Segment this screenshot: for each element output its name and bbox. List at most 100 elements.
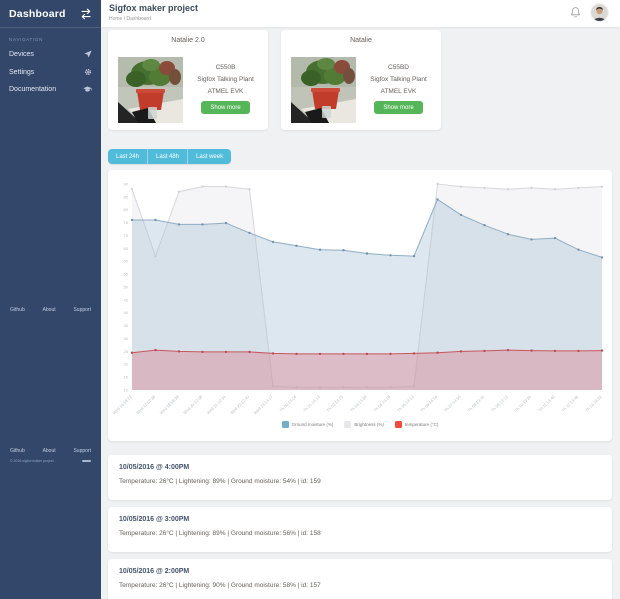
svg-text:Th 10:13:25: Th 10:13:25 (514, 394, 533, 413)
legend-item: temperature (°C) (394, 421, 439, 428)
device-photo (118, 57, 183, 123)
event-details: Temperature: 26°C | Lightening: 89% | Gr… (119, 478, 321, 485)
topbar-actions (570, 4, 608, 21)
device-photo (291, 57, 356, 123)
show-more-button[interactable]: Show more (201, 101, 250, 114)
sidebar-title: Dashboard (9, 7, 66, 20)
device-product: Sigfox Talking Plant (370, 76, 427, 83)
topbar: Sigfox maker project Home / Dashboard (101, 0, 620, 27)
sidebar-fineprint: © 2016 sigfox maker project (10, 459, 91, 463)
gear-icon (84, 68, 92, 76)
svg-text:70: 70 (124, 233, 129, 238)
svg-text:65: 65 (124, 246, 129, 251)
filter-last-24h-button[interactable]: Last 24h (108, 149, 147, 164)
svg-text:Th 02:13:23: Th 02:13:23 (326, 394, 345, 413)
event-card[interactable]: 10/05/2016 @ 3:00PM Temperature: 26°C | … (108, 507, 612, 552)
sidebar-item-label: Devices (9, 50, 34, 58)
sidebar-footer-bottom: Github About Support (0, 448, 101, 454)
avatar[interactable] (591, 4, 608, 21)
device-card: Natalie 2.0 C550B Sigfox Talking Plant A… (108, 30, 268, 130)
sidebar-footer-top: Github About Support (0, 307, 101, 313)
svg-text:20: 20 (124, 362, 129, 367)
show-more-button[interactable]: Show more (374, 101, 423, 114)
event-details: Temperature: 26°C | Lightening: 89% | Gr… (119, 530, 321, 537)
svg-text:25: 25 (124, 349, 129, 354)
legend-item: Brightness (%) (344, 421, 384, 428)
svg-text:55: 55 (124, 272, 129, 277)
svg-text:75: 75 (124, 220, 129, 225)
sidebar-item-devices[interactable]: Devices (0, 45, 101, 63)
svg-text:10: 10 (124, 387, 129, 392)
svg-text:Th 09:13:13: Th 09:13:13 (490, 394, 509, 413)
svg-text:Th 11:13:40: Th 11:13:40 (537, 394, 556, 413)
breadcrumb[interactable]: Home / Dashboard (109, 16, 151, 22)
chart-legend: Ground moisture (%) Brightness (%) tempera… (108, 421, 612, 428)
svg-text:Th 05:14:13: Th 05:14:13 (396, 394, 415, 413)
legend-swatch-icon (281, 421, 289, 428)
legend-swatch-icon (344, 421, 352, 428)
fineprint-dash (82, 459, 91, 463)
sidebar-footer-link-github[interactable]: Github (10, 448, 25, 454)
legend-label: Ground moisture (%) (291, 422, 334, 427)
svg-text:80: 80 (124, 207, 129, 212)
event-card[interactable]: 10/05/2016 @ 4:00PM Temperature: 26°C | … (108, 455, 612, 500)
svg-text:Wed 17:57:38: Wed 17:57:38 (135, 394, 157, 416)
svg-text:Wed 20:12:08: Wed 20:12:08 (182, 394, 204, 416)
device-name: Natalie 2.0 (171, 37, 205, 44)
svg-text:Th 01:14:13: Th 01:14:13 (302, 394, 321, 413)
svg-text:Wed 22:12:40: Wed 22:12:40 (229, 394, 251, 416)
device-info: C55BD Sigfox Talking Plant ATMEL EVK Sho… (356, 57, 441, 130)
device-id: C550B (215, 64, 236, 71)
device-id: C55BD (388, 64, 409, 71)
sidebar-toggle-icon[interactable] (80, 8, 92, 20)
notifications-bell-icon[interactable] (570, 6, 581, 19)
svg-text:45: 45 (124, 297, 129, 302)
legend-label: temperature (°C) (404, 422, 439, 427)
sidebar-footer-link-about[interactable]: About (42, 448, 56, 454)
svg-text:Th 00:13:04: Th 00:13:04 (279, 394, 298, 413)
filter-last-48h-button[interactable]: Last 48h (147, 149, 187, 164)
svg-text:Th 13:14:02: Th 13:14:02 (584, 394, 603, 413)
svg-text:Wed 21:12:34: Wed 21:12:34 (206, 394, 228, 416)
svg-text:Wed 23:13:17: Wed 23:13:17 (253, 394, 275, 416)
event-details: Temperature: 26°C | Lightening: 90% | Gr… (119, 582, 321, 589)
svg-text:85: 85 (124, 194, 129, 199)
svg-text:Th 03:13:38: Th 03:13:38 (349, 394, 368, 413)
device-card: Natalie C55BD Sigfox Talking Plant ATMEL… (281, 30, 441, 130)
sidebar-item-settings[interactable]: Settings (0, 63, 101, 81)
device-board: ATMEL EVK (380, 88, 417, 95)
sidebar-header: Dashboard (0, 0, 101, 28)
sidebar-footer-link-about[interactable]: About (42, 307, 56, 313)
svg-text:Th 04:13:18: Th 04:13:18 (373, 394, 392, 413)
filter-last-week-button[interactable]: Last week (187, 149, 231, 164)
paper-plane-icon (84, 50, 92, 58)
svg-text:90: 90 (124, 181, 129, 186)
legend-swatch-icon (394, 421, 402, 428)
page-title: Sigfox maker project (109, 3, 199, 13)
event-timestamp: 10/05/2016 @ 3:00PM (119, 516, 190, 523)
event-timestamp: 10/05/2016 @ 4:00PM (119, 464, 190, 471)
chart-card: 10 15 20 25 30 35 40 45 50 55 60 65 70 75 80 85 90 Wed 16… (108, 170, 612, 441)
device-card-body: C55BD Sigfox Talking Plant ATMEL EVK Sho… (281, 57, 441, 130)
sidebar-item-label: Settings (9, 68, 35, 76)
sidebar-footer-link-github[interactable]: Github (10, 307, 25, 313)
sidebar-item-label: Documentation (9, 86, 57, 93)
device-product: Sigfox Talking Plant (197, 76, 254, 83)
device-board: ATMEL EVK (207, 88, 244, 95)
sidebar-footer-link-support[interactable]: Support (73, 448, 91, 454)
event-card[interactable]: 10/05/2016 @ 2:00PM Temperature: 26°C | … (108, 559, 612, 599)
sidebar-footer-link-support[interactable]: Support (73, 307, 91, 313)
svg-text:30: 30 (124, 336, 129, 341)
sidebar-item-documentation[interactable]: Documentation (0, 81, 101, 98)
svg-text:Wed 18:58:38: Wed 18:58:38 (159, 394, 181, 416)
svg-text:50: 50 (124, 284, 129, 289)
svg-text:15: 15 (124, 375, 129, 380)
svg-text:Wed 16:58:22: Wed 16:58:22 (112, 394, 134, 416)
device-card-body: C550B Sigfox Talking Plant ATMEL EVK Sho… (108, 57, 268, 130)
graduation-cap-icon (83, 86, 92, 93)
sidebar-nav: Devices Settings Documentation (0, 45, 101, 98)
chart-svg: 10 15 20 25 30 35 40 45 50 55 60 65 70 75 80 85 90 Wed 16… (112, 181, 604, 416)
legend-label: Brightness (%) (354, 422, 384, 427)
sidebar-fineprint-text: © 2016 sigfox maker project (10, 459, 54, 463)
